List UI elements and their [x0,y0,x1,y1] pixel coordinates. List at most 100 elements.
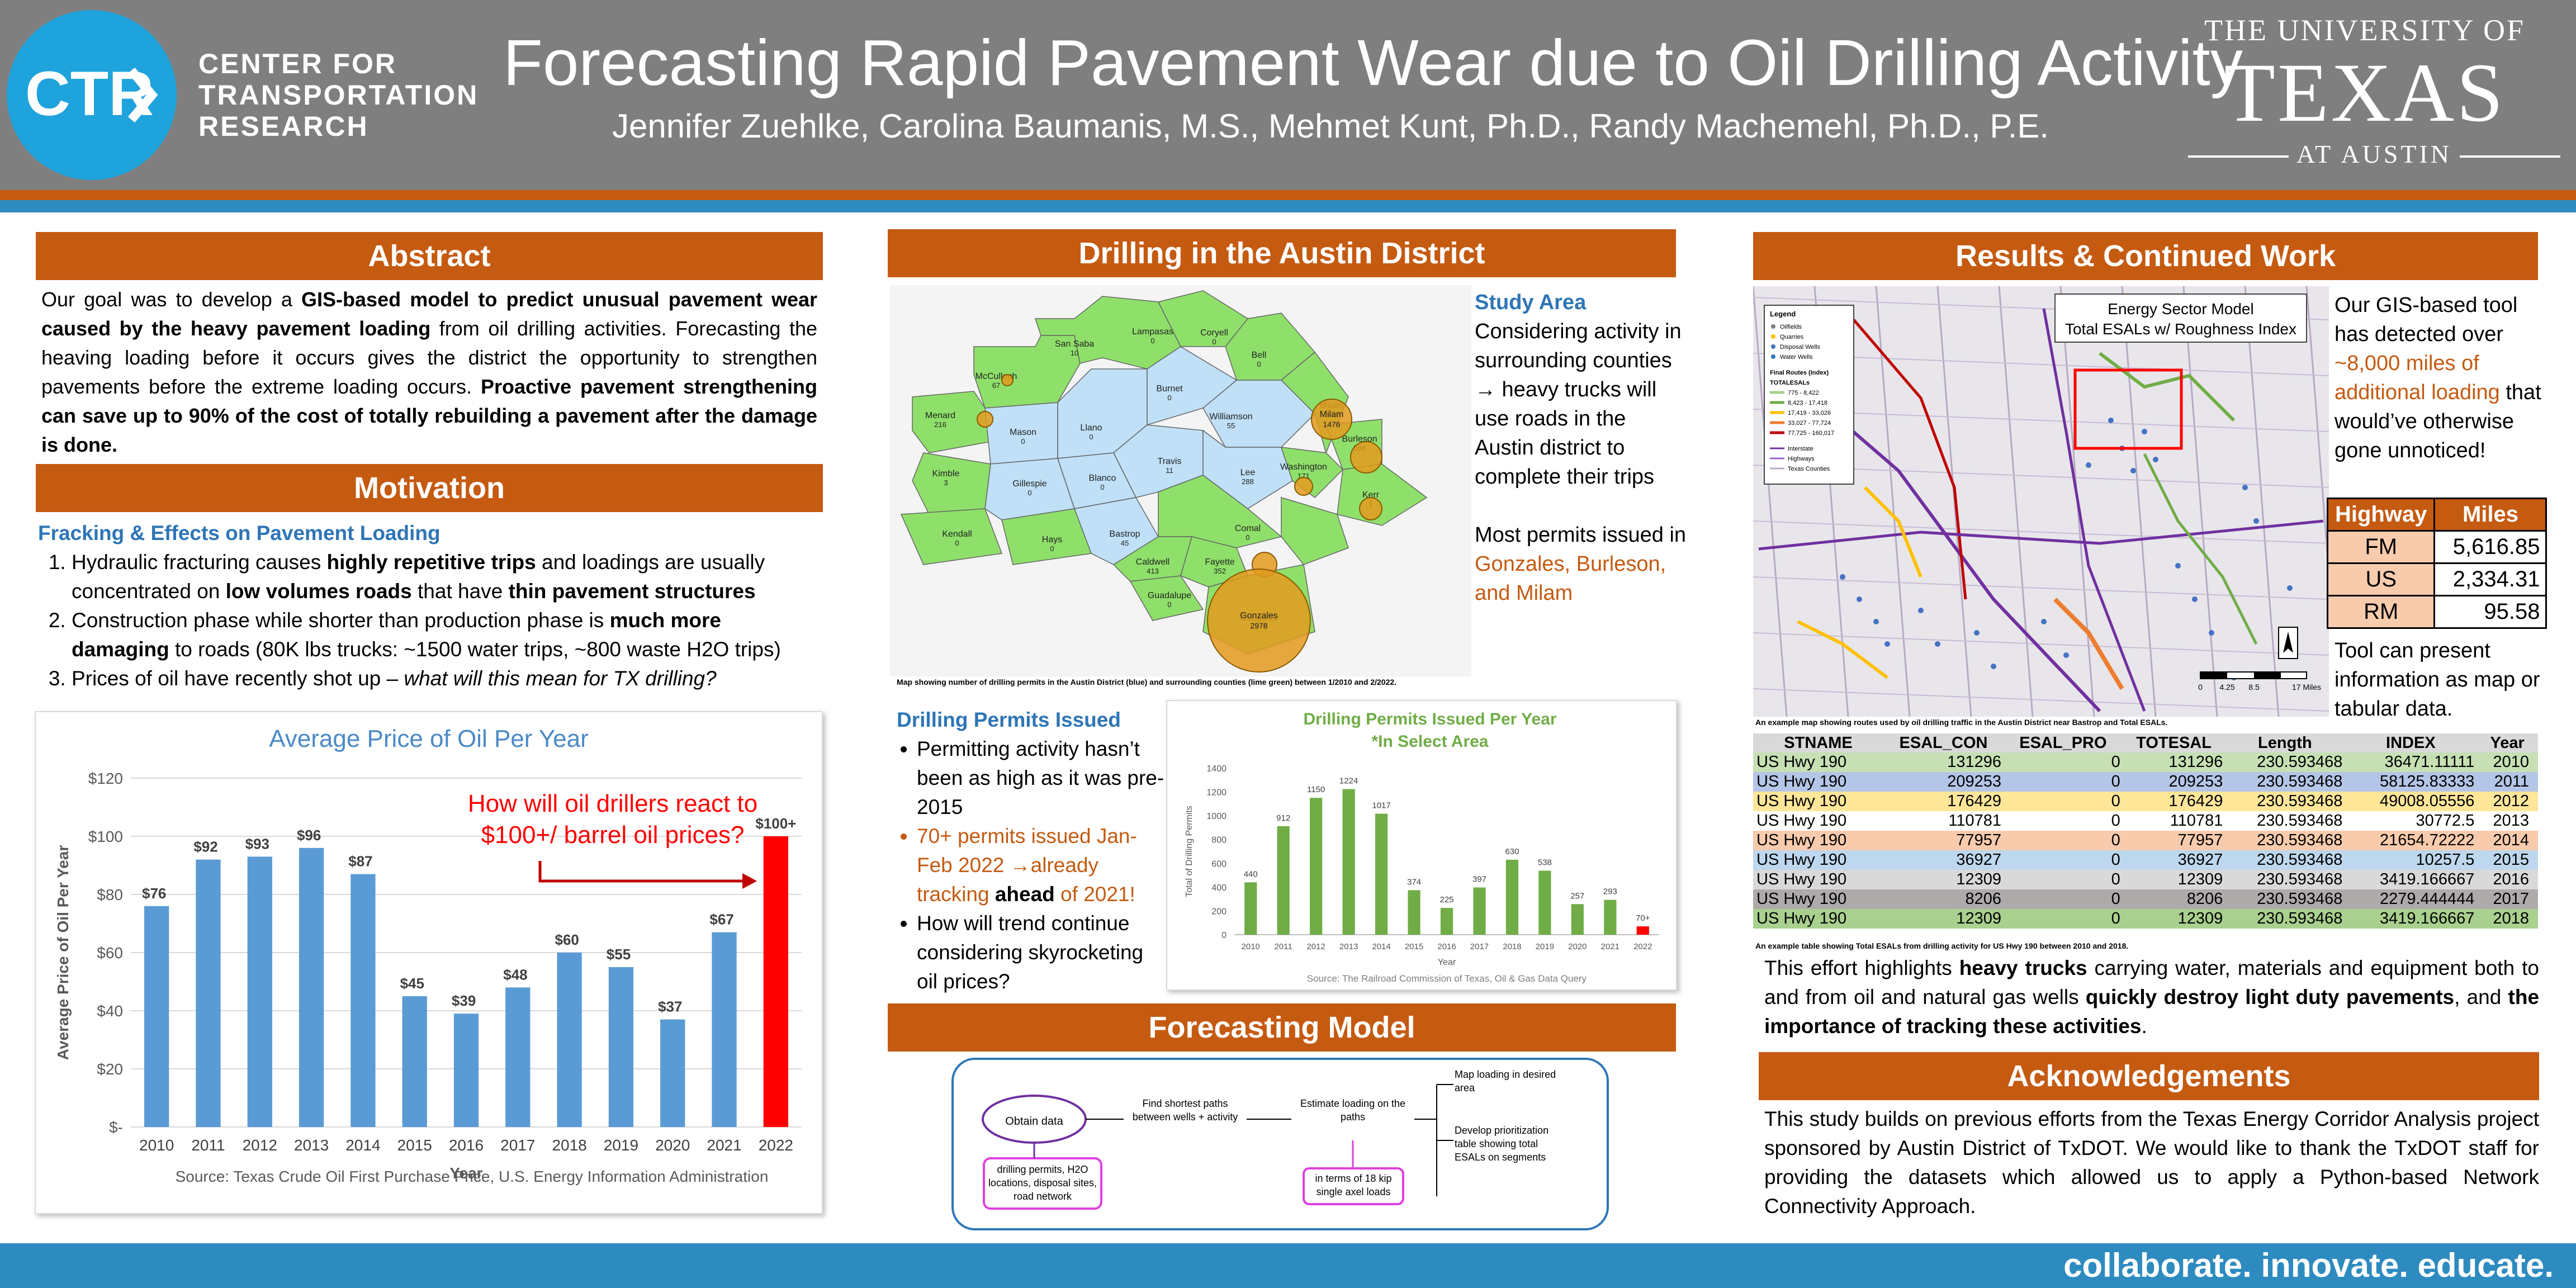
route-line [2042,308,2146,712]
x-tick-label: 2021 [707,1137,741,1154]
table-row: RM 95.58 [2326,595,2547,629]
county-value: 0 [1021,437,1025,446]
y-tick-label: $80 [97,886,123,903]
table-cell: 230.593468 [2257,851,2343,869]
scale-label: 0 [2198,683,2203,692]
legend-item: Quarries [1780,334,1804,340]
permit-circle [1311,399,1352,440]
table-cell: 36471.11111 [2384,753,2475,771]
county-value: 0 [1167,394,1171,402]
map-title-line: Total ESALs w/ Roughness Index [2065,320,2296,338]
austin-district-map: Coryell 0 McCulloch 67 San Saba 10 Lampasas 0 Be… [890,285,1471,676]
motivation-body: Fracking & Effects on Pavement Loading H… [38,519,821,693]
table-cell: 2018 [2493,910,2529,927]
table-cell: 30772.5 [2416,812,2475,830]
county-value: 0 [1027,489,1031,497]
data-label: 912 [1276,813,1290,823]
highlight-box [2073,368,2183,450]
table-cell: 209253 [2168,773,2223,790]
esal-table-caption: An example table showing Total ESALs fro… [1755,941,2129,950]
flowchart-frame [951,1058,1609,1230]
county-name: Gonzales [1240,611,1278,621]
x-tick-label: 2021 [1601,942,1620,951]
data-label: 225 [1439,895,1453,905]
x-tick-label: 2019 [604,1137,638,1154]
x-tick-label: 2020 [1568,942,1587,951]
table-cell: 8206 [1965,890,2001,908]
header-stripe-orange [0,190,2576,200]
data-label: 440 [1244,869,1258,879]
data-label: $92 [193,839,217,855]
table-cell: US Hwy 190 [1756,792,1847,810]
list-item: Construction phase while shorter than pr… [72,606,821,664]
well-point [2063,652,2069,658]
table-row: US Hwy 190 209253 0 209253 230.593468 58125.8… [1753,772,2538,792]
ut-logo-texas: TEXAS [2224,46,2506,139]
table-cell: 10257.5 [2416,851,2475,869]
chart-annotation-line: How will oil drillers react to [468,790,757,817]
tool-detection-text: Our GIS-based tool has detected over ~8,… [2334,293,2541,462]
y-tick-label: 0 [1221,931,1227,940]
y-tick-label: $100 [88,828,123,845]
table-cell: 209253 [1947,773,2001,790]
highlight-text: This effort highlights heavy trucks carr… [1764,956,2540,1038]
table-cell: US Hwy 190 [1756,870,1847,888]
x-tick-label: 2019 [1536,942,1554,951]
data-label: 70+ [1636,913,1650,923]
county-value: 45 [1121,539,1129,547]
table-cell: 8206 [2186,890,2223,908]
well-point [1991,664,1996,669]
legend-subhead: TOTALESALs [1770,380,1810,386]
table-cell: 2014 [2493,831,2529,849]
legend-title: Legend [1770,310,1796,318]
well-point [1974,630,1980,636]
energy-model-map-svg: Legend Oilfields Quarries Disposal Wells Wat… [1753,286,2329,717]
well-point [1884,641,1890,647]
abstract-heading: Abstract [36,232,823,280]
data-label: 374 [1407,877,1421,887]
bar-2022 [1636,926,1649,935]
obtain-data-label: Obtain data [1005,1115,1063,1128]
well-point [2242,485,2248,490]
org-name-line: CENTER FOR [198,48,397,79]
x-tick-label: 2018 [1503,942,1521,951]
table-cell: 2015 [2493,851,2529,869]
data-label: 1017 [1372,801,1390,811]
legend-marker [1771,344,1775,349]
permit-circle [1294,477,1313,496]
table-row: US Hwy 190 36927 0 36927 230.593468 10257.5 20… [1753,850,2538,870]
chart-title: Drilling Permits Issued Per Year [1304,710,1557,728]
well-point [1873,619,1879,624]
county-value: 0 [1089,433,1093,441]
data-label: $93 [245,835,269,852]
county-value: 67 [992,381,1000,390]
legend-marker [1771,354,1775,359]
data-label: $60 [555,931,579,948]
bar-2021 [1604,899,1617,935]
county-value: 3 [944,479,948,487]
route-line [2143,453,2258,645]
x-tick-label: 2015 [1405,942,1423,951]
study-area-text: Study Area Considering activity in surro… [1475,288,1687,608]
table-row: US Hwy 190 12309 0 12309 230.593468 3419.1666… [1753,909,2538,929]
county-name: Comal [1235,524,1261,533]
table-cell: 176429 [2168,792,2223,810]
county-value: 55 [1227,422,1235,430]
list-item: Prices of oil have recently shot up – wh… [72,664,821,693]
legend-item: Interstate [1788,446,1813,452]
scale-label: 4.25 [2219,683,2234,692]
table-cell: 2016 [2493,870,2529,888]
permit-circle [1359,497,1382,520]
permits-text: Drilling Permits Issued Permitting activ… [897,705,1165,996]
county-name: Hays [1042,535,1062,544]
y-tick-label: $- [109,1119,123,1136]
county-name: Kendall [942,529,972,539]
bar-2011 [1277,826,1290,935]
acknowledgements-text: This study builds on previous efforts fr… [1764,1107,2539,1218]
county-name: Guadalupe [1148,591,1191,600]
county-name: Lampasas [1132,327,1173,337]
route-line [1853,319,1967,600]
bar-2012 [247,856,272,1127]
permit-circle [1001,374,1014,386]
